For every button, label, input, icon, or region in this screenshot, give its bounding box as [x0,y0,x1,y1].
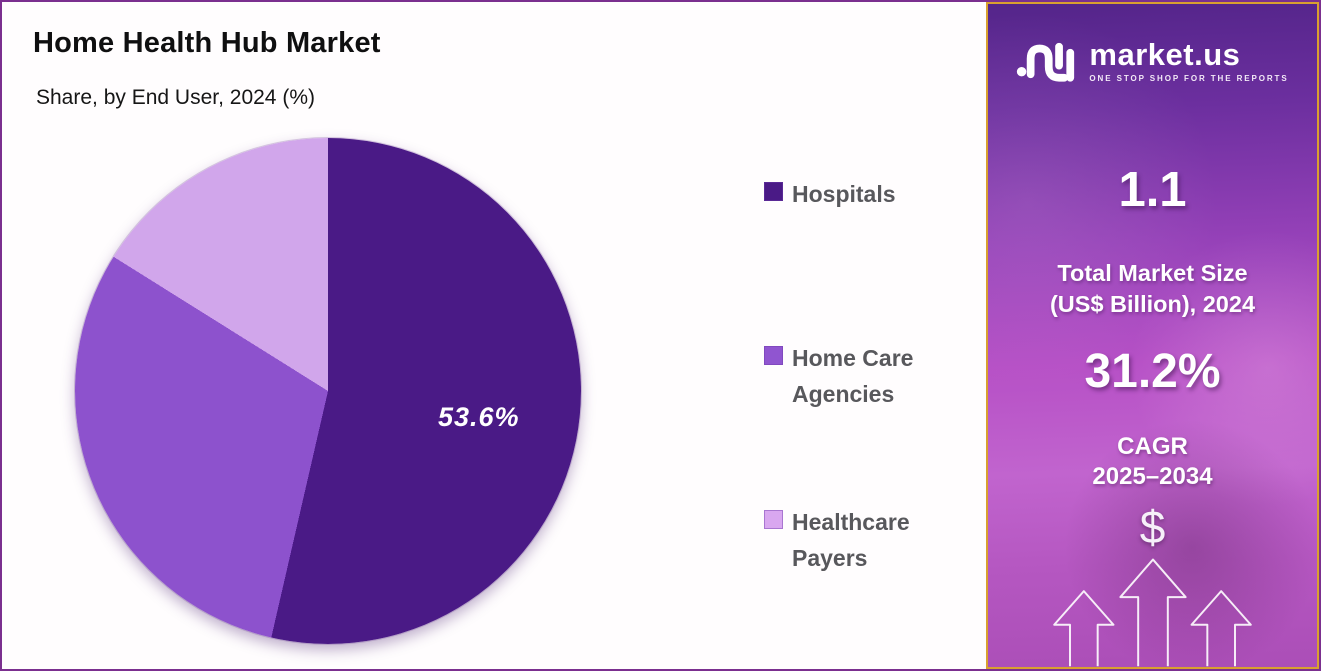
page-title: Home Health Hub Market [33,27,381,59]
marketus-logo-icon [1017,42,1075,82]
chart-legend: Hospitals Home Care Agencies Healthcare … [764,2,974,669]
legend-swatch-healthcare-payers [764,510,783,529]
cagr-label-line1: CAGR [1117,433,1188,460]
legend-item-hospitals: Hospitals [764,176,944,212]
marketus-logo: market.us ONE STOP SHOP FOR THE REPORTS [988,34,1317,87]
legend-swatch-hospitals [764,182,783,201]
legend-label: Healthcare Payers [792,509,910,572]
chart-area: Home Health Hub Market Share, by End Use… [2,2,986,669]
legend-swatch-home-care-agencies [764,346,783,365]
cagr-value: 31.2% [1084,345,1221,398]
logo-text: market.us ONE STOP SHOP FOR THE REPORTS [1089,39,1288,83]
legend-item-home-care-agencies: Home Care Agencies [764,340,944,413]
dollar-icon: $ [1139,501,1166,553]
pie-chart [75,138,581,644]
cagr-label: CAGR 2025–2034 [988,432,1317,492]
growth-arrows-icon [1053,558,1252,667]
logo-brand-name: market.us [1089,36,1241,72]
brand-sidebar: market.us ONE STOP SHOP FOR THE REPORTS … [986,2,1319,669]
cagr-label-line2: 2025–2034 [1092,463,1213,490]
legend-item-healthcare-payers: Healthcare Payers [764,504,944,577]
pie-slice-data-label: 53.6% [438,402,520,432]
logo-tagline: ONE STOP SHOP FOR THE REPORTS [1089,73,1289,83]
total-market-size-label-line2: (US$ Billion), 2024 [1049,290,1256,317]
total-market-size-label-line1: Total Market Size [1057,260,1248,286]
legend-label: Hospitals [792,181,896,207]
legend-label: Home Care Agencies [792,345,914,408]
chart-subtitle: Share, by End User, 2024 (%) [36,86,315,109]
total-market-size-label: Total Market Size (US$ Billion), 2024 [988,258,1317,319]
total-market-size-value: 1.1 [1118,163,1187,217]
